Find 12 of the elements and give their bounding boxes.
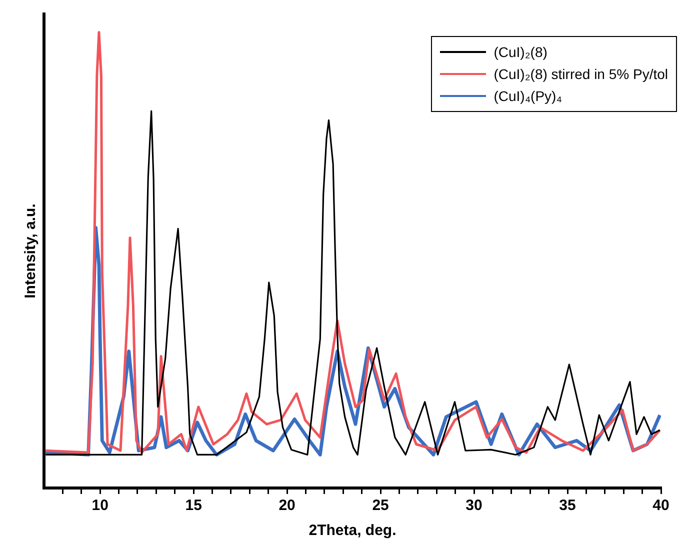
x-tick-label: 10 bbox=[92, 497, 108, 514]
x-tick-label: 35 bbox=[559, 497, 576, 514]
x-tick-label: 25 bbox=[372, 497, 389, 514]
x-axis-title: 2Theta, deg. bbox=[308, 522, 396, 540]
legend-label: (CuI)₄(Py)₄ bbox=[494, 87, 562, 106]
x-tick-label: 20 bbox=[278, 497, 296, 514]
y-axis-title: Intensity, a.u. bbox=[22, 204, 40, 298]
legend-label: (CuI)₂(8) bbox=[494, 43, 548, 62]
legend-label: (CuI)₂(8) stirred in 5% Py/tol bbox=[494, 65, 668, 84]
x-tick-label: 30 bbox=[466, 497, 482, 514]
x-tick-label: 40 bbox=[652, 497, 670, 514]
x-tick-label: 15 bbox=[185, 497, 202, 514]
